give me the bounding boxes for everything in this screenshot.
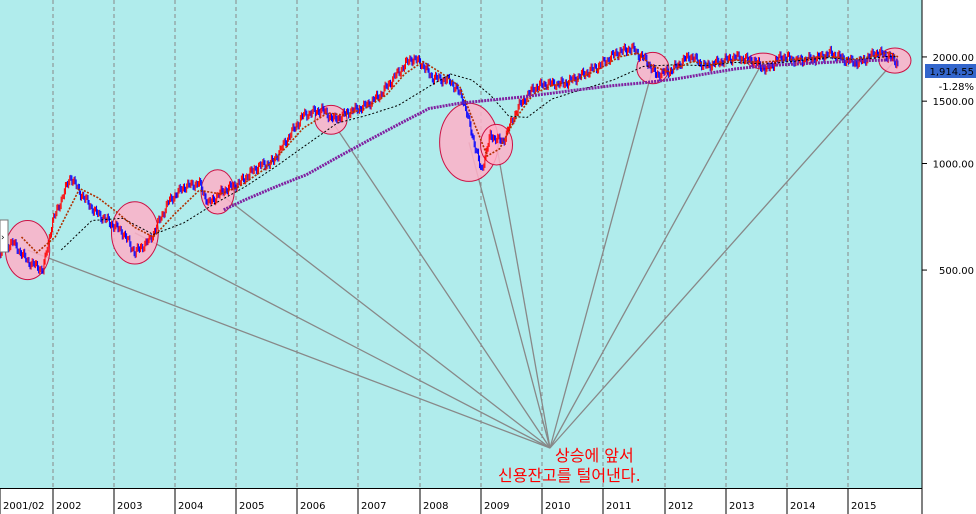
x-axis: 2001/02 2002 2003 2004 2005 2006 2007 2008 2009 2… xyxy=(0,488,876,514)
last-value: 1,914.55 xyxy=(929,67,974,78)
highlight-circle xyxy=(480,123,514,166)
vertical-gridlines xyxy=(52,0,849,488)
x-tick-label: 2001/02 xyxy=(3,501,45,512)
x-tick-label: 2005 xyxy=(239,501,264,512)
last-value-badge xyxy=(925,64,976,78)
y-tick-label: 500.00 xyxy=(939,266,974,277)
y-tick-label: 1500.00 xyxy=(933,97,974,108)
highlight-circles xyxy=(4,47,912,281)
moving-average-mid xyxy=(60,55,899,251)
y-tick-label: 1000.00 xyxy=(933,160,974,171)
x-tick-label: 2013 xyxy=(729,501,754,512)
x-tick-label: 2002 xyxy=(56,501,81,512)
connector-line xyxy=(549,67,654,449)
scroll-handle[interactable]: › xyxy=(0,219,9,253)
scroll-handle-box[interactable] xyxy=(0,219,9,253)
bottom-axis-panel xyxy=(0,488,922,514)
y-axis: 2000.00 1500.00 1000.00 500.00 xyxy=(922,53,974,277)
right-axis-panel xyxy=(922,0,976,514)
connector-line xyxy=(549,60,764,449)
connector-line xyxy=(27,249,551,449)
annotation-line-2: 신용잔고를 털어낸다. xyxy=(498,466,641,485)
annotation-line-1: 상승에 앞서 xyxy=(555,446,634,465)
x-tick-label: 2006 xyxy=(300,501,325,512)
x-tick-label: 2014 xyxy=(790,501,815,512)
x-tick-label: 2003 xyxy=(117,501,142,512)
last-change: -1.28% xyxy=(939,82,974,93)
y-tick-label: 2000.00 xyxy=(933,53,974,64)
moving-averages xyxy=(20,51,899,254)
x-tick-label: 2012 xyxy=(668,501,693,512)
connector-line xyxy=(495,144,551,449)
x-tick-label: 2004 xyxy=(178,501,203,512)
x-tick-label: 2009 xyxy=(484,501,509,512)
moving-average-short xyxy=(20,51,899,254)
connector-line xyxy=(134,232,551,449)
x-tick-label: 2007 xyxy=(361,501,386,512)
chevron-right-icon: › xyxy=(1,233,5,243)
annotation: 상승에 앞서 신용잔고를 털어낸다. xyxy=(498,446,641,485)
last-value-tag: 1,914.55 -1.28% xyxy=(925,64,976,93)
connector-line xyxy=(330,119,551,449)
connector-line xyxy=(468,142,551,449)
x-tick-label: 2015 xyxy=(851,501,876,512)
x-tick-label: 2011 xyxy=(606,501,631,512)
connector-line xyxy=(217,191,551,449)
x-tick-label: 2008 xyxy=(423,501,448,512)
connector-line xyxy=(549,60,896,449)
x-tick-label: 2010 xyxy=(545,501,570,512)
connector-lines xyxy=(27,60,896,449)
